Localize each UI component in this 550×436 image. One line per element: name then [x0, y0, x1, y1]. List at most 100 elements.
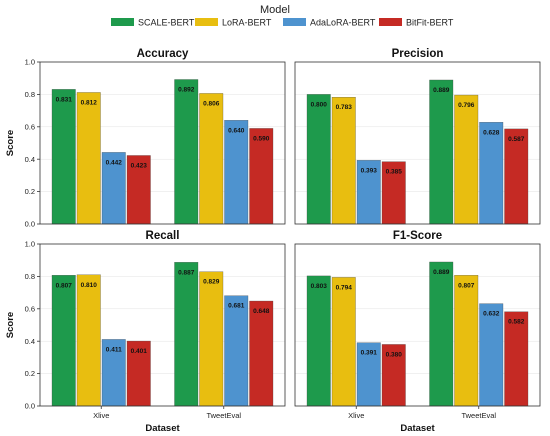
bar-value-label: 0.829 — [203, 279, 220, 286]
bar-adalora-bert-tweeteval — [224, 295, 249, 407]
bar-adalora-bert-tweeteval — [224, 120, 249, 225]
bar-adalora-bert-tweeteval — [479, 303, 504, 407]
legend-label-2: AdaLoRA-BERT — [310, 18, 376, 28]
bar-value-label: 0.806 — [203, 100, 220, 107]
bar-value-label: 0.803 — [311, 283, 328, 290]
bar-scale-bert-xlive — [51, 89, 76, 225]
chart-panels: 0.0 0.2 0.4 0.6 0.8 1.0 0.831 0.812 0.442 0.423 0.… — [5, 48, 541, 434]
bar-scale-bert-xlive — [306, 275, 331, 407]
bar-value-label: 0.889 — [433, 87, 450, 94]
bar-value-label: 0.807 — [56, 282, 73, 289]
panel-2: 0.0 0.2 0.4 0.6 0.8 1.0 0.807 0.810 0.411 0.401 Xl… — [5, 230, 286, 434]
y-tick-label: 0.4 — [25, 155, 35, 164]
y-axis-title: Score — [5, 130, 16, 156]
y-tick-label: 1.0 — [25, 58, 35, 67]
plot-frame — [294, 243, 541, 407]
bar-adalora-bert-tweeteval — [479, 122, 504, 225]
y-tick-label: 0.8 — [25, 90, 35, 99]
legend-label-0: SCALE-BERT — [138, 18, 195, 28]
bar-value-label: 0.380 — [386, 351, 403, 358]
y-tick-label: 0.0 — [25, 402, 35, 411]
bar-value-label: 0.391 — [361, 350, 378, 357]
bar-lora-bert-xlive — [76, 92, 101, 225]
bar-bitfit-bert-tweeteval — [249, 300, 274, 407]
panel-title: Precision — [392, 48, 444, 60]
x-tick-label: TweetEval — [206, 411, 241, 420]
bar-lora-bert-tweeteval — [454, 275, 479, 407]
y-tick-label: 0.6 — [25, 122, 35, 131]
legend: Model SCALE-BERT LoRA-BERT AdaLoRA-BERT Bit… — [111, 4, 454, 28]
bar-lora-bert-xlive — [331, 97, 356, 225]
plot-frame — [294, 61, 541, 225]
legend-swatch-2 — [283, 18, 306, 26]
x-axis-title: Dataset — [400, 423, 435, 434]
bar-lora-bert-tweeteval — [199, 93, 224, 225]
bar-scale-bert-tweeteval — [429, 261, 454, 407]
y-tick-label: 0.6 — [25, 304, 35, 313]
bar-value-label: 0.590 — [253, 135, 270, 142]
bar-value-label: 0.831 — [56, 96, 73, 103]
bar-value-label: 0.889 — [433, 269, 450, 276]
bar-lora-bert-xlive — [331, 277, 356, 407]
y-tick-label: 0.2 — [25, 187, 35, 196]
bar-value-label: 0.411 — [106, 346, 122, 353]
bar-scale-bert-tweeteval — [174, 79, 199, 225]
panel-1: 0.800 0.783 0.393 0.385 0.889 0.796 0.628 0.587… — [294, 48, 541, 225]
bar-value-label: 0.628 — [483, 129, 500, 136]
bar-lora-bert-xlive — [76, 274, 101, 407]
y-tick-label: 0.8 — [25, 272, 35, 281]
y-tick-label: 0.2 — [25, 369, 35, 378]
bar-value-label: 0.892 — [178, 86, 195, 93]
y-tick-label: 0.4 — [25, 337, 35, 346]
plot-frame — [39, 243, 286, 407]
bar-bitfit-bert-tweeteval — [504, 128, 529, 225]
bar-value-label: 0.582 — [508, 319, 525, 326]
panel-3: 0.803 0.794 0.391 0.380 Xlive 0.889 0.807 0.632… — [294, 230, 541, 434]
bar-value-label: 0.794 — [336, 284, 353, 291]
y-tick-label: 0.0 — [25, 220, 35, 229]
bar-value-label: 0.800 — [311, 101, 328, 108]
panel-0: 0.0 0.2 0.4 0.6 0.8 1.0 0.831 0.812 0.442 0.423 0.… — [5, 48, 286, 229]
bar-value-label: 0.796 — [458, 102, 475, 109]
legend-label-3: BitFit-BERT — [406, 18, 454, 28]
bar-bitfit-bert-tweeteval — [504, 311, 529, 407]
bar-value-label: 0.442 — [106, 159, 123, 166]
bar-value-label: 0.385 — [386, 169, 403, 176]
legend-swatch-3 — [379, 18, 402, 26]
plot-frame — [39, 61, 286, 225]
x-axis-title: Dataset — [145, 423, 180, 434]
bar-scale-bert-tweeteval — [429, 79, 454, 225]
bar-value-label: 0.807 — [458, 282, 475, 289]
bar-value-label: 0.648 — [253, 308, 270, 315]
y-axis-title: Score — [5, 312, 16, 338]
x-tick-label: TweetEval — [461, 411, 496, 420]
bar-value-label: 0.640 — [228, 127, 245, 134]
legend-swatch-1 — [195, 18, 218, 26]
bar-value-label: 0.632 — [483, 311, 500, 318]
bar-value-label: 0.812 — [81, 99, 98, 106]
bar-value-label: 0.783 — [336, 104, 353, 111]
bar-value-label: 0.810 — [81, 282, 98, 289]
x-tick-label: Xlive — [348, 411, 364, 420]
bar-value-label: 0.887 — [178, 269, 195, 276]
bar-bitfit-bert-tweeteval — [249, 128, 274, 225]
bar-value-label: 0.681 — [228, 303, 245, 310]
bar-scale-bert-xlive — [51, 275, 76, 407]
x-tick-label: Xlive — [93, 411, 109, 420]
bar-value-label: 0.423 — [131, 162, 148, 169]
y-tick-label: 1.0 — [25, 240, 35, 249]
bar-value-label: 0.401 — [131, 348, 148, 355]
legend-label-1: LoRA-BERT — [222, 18, 272, 28]
bar-lora-bert-tweeteval — [199, 271, 224, 407]
legend-swatch-0 — [111, 18, 134, 26]
bar-scale-bert-tweeteval — [174, 262, 199, 407]
bar-lora-bert-tweeteval — [454, 94, 479, 225]
panel-title: Accuracy — [137, 48, 189, 60]
bar-value-label: 0.587 — [508, 136, 525, 143]
legend-items: SCALE-BERT LoRA-BERT AdaLoRA-BERT BitFit-BE… — [111, 18, 454, 28]
panel-title: Recall — [146, 230, 180, 242]
bar-value-label: 0.393 — [361, 167, 378, 174]
bar-scale-bert-xlive — [306, 94, 331, 225]
panel-title: F1-Score — [393, 230, 442, 242]
